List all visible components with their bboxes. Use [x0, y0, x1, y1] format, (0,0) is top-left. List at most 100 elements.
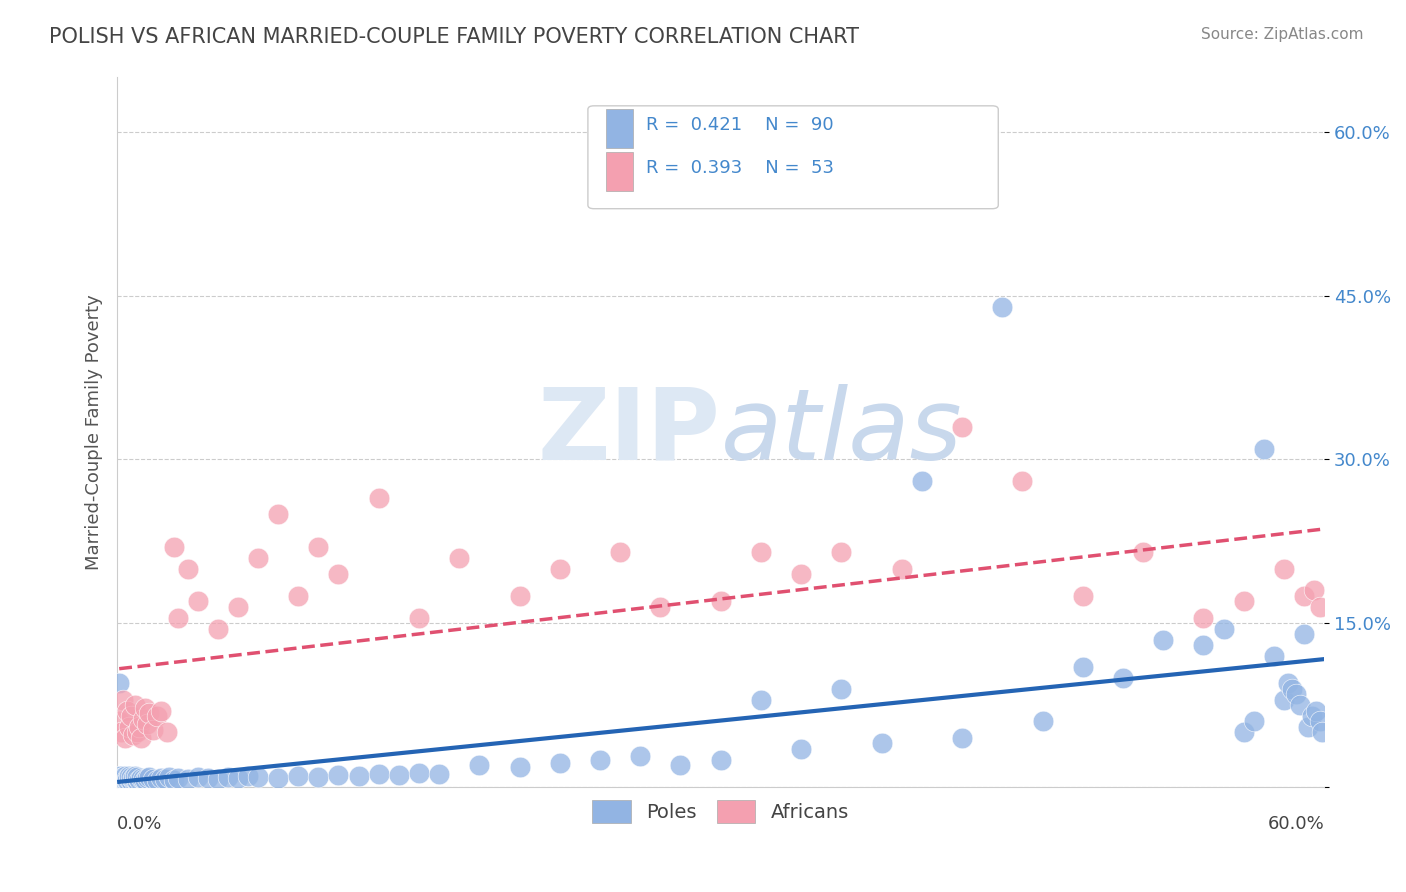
Text: Source: ZipAtlas.com: Source: ZipAtlas.com	[1201, 27, 1364, 42]
Point	[1071, 660, 1094, 674]
Point	[307, 770, 329, 784]
Point	[408, 611, 430, 625]
Point	[589, 753, 612, 767]
Point	[1233, 725, 1256, 739]
Point	[347, 769, 370, 783]
Point	[1277, 676, 1299, 690]
Point	[870, 736, 893, 750]
Point	[548, 756, 571, 770]
Point	[790, 741, 813, 756]
Point	[155, 772, 177, 787]
Point	[114, 773, 136, 788]
Point	[830, 545, 852, 559]
Point	[1132, 545, 1154, 559]
Point	[328, 768, 350, 782]
Point	[136, 716, 159, 731]
Point	[1309, 714, 1331, 729]
Point	[146, 773, 169, 788]
Point	[117, 771, 139, 785]
Point	[226, 771, 249, 785]
Point	[118, 720, 141, 734]
Point	[991, 300, 1014, 314]
Point	[124, 698, 146, 712]
Point	[1253, 442, 1275, 456]
Point	[1272, 561, 1295, 575]
Point	[830, 681, 852, 696]
Point	[132, 772, 155, 787]
Point	[1243, 714, 1265, 729]
Point	[217, 770, 239, 784]
Point	[122, 727, 145, 741]
Point	[142, 723, 165, 738]
Point	[287, 589, 309, 603]
Point	[138, 706, 160, 720]
Point	[1192, 611, 1215, 625]
Point	[117, 774, 139, 789]
Point	[159, 770, 181, 784]
Point	[120, 709, 142, 723]
Point	[117, 704, 139, 718]
Point	[1011, 475, 1033, 489]
Point	[449, 550, 471, 565]
Point	[120, 770, 142, 784]
Point	[710, 594, 733, 608]
Point	[1292, 589, 1315, 603]
Point	[267, 771, 290, 785]
Point	[1305, 704, 1327, 718]
Point	[710, 753, 733, 767]
Point	[367, 491, 389, 505]
Point	[247, 770, 270, 784]
Point	[108, 676, 131, 690]
Point	[150, 771, 173, 785]
Point	[176, 561, 198, 575]
Point	[110, 725, 132, 739]
Point	[122, 771, 145, 785]
Point	[950, 731, 973, 745]
Point	[307, 540, 329, 554]
Point	[187, 594, 209, 608]
Point	[207, 622, 229, 636]
Point	[1071, 589, 1094, 603]
Point	[134, 773, 156, 788]
Point	[207, 772, 229, 787]
Point	[749, 545, 772, 559]
FancyBboxPatch shape	[588, 106, 998, 209]
Point	[131, 731, 153, 745]
Point	[131, 771, 153, 785]
Point	[117, 773, 139, 788]
Point	[388, 768, 411, 782]
Point	[162, 540, 184, 554]
Point	[112, 774, 135, 789]
Point	[156, 725, 179, 739]
Point	[112, 692, 135, 706]
Point	[1289, 698, 1312, 712]
Point	[628, 749, 651, 764]
Point	[468, 758, 491, 772]
Point	[1031, 714, 1053, 729]
Point	[142, 772, 165, 787]
Point	[150, 704, 173, 718]
Point	[267, 507, 290, 521]
Point	[508, 589, 530, 603]
Point	[138, 770, 160, 784]
Point	[1192, 638, 1215, 652]
Text: 0.0%: 0.0%	[117, 815, 163, 833]
Point	[650, 599, 672, 614]
Point	[127, 770, 149, 784]
Point	[950, 419, 973, 434]
Point	[226, 599, 249, 614]
Point	[124, 772, 146, 787]
Point	[114, 771, 136, 785]
Point	[114, 769, 136, 783]
Text: R =  0.393    N =  53: R = 0.393 N = 53	[645, 159, 834, 177]
Point	[548, 561, 571, 575]
Point	[162, 773, 184, 788]
Point	[890, 561, 912, 575]
Point	[287, 769, 309, 783]
Point	[120, 774, 142, 789]
Point	[124, 769, 146, 783]
Point	[1212, 622, 1234, 636]
Legend: Poles, Africans: Poles, Africans	[585, 792, 858, 830]
Point	[127, 774, 149, 789]
Point	[166, 611, 188, 625]
